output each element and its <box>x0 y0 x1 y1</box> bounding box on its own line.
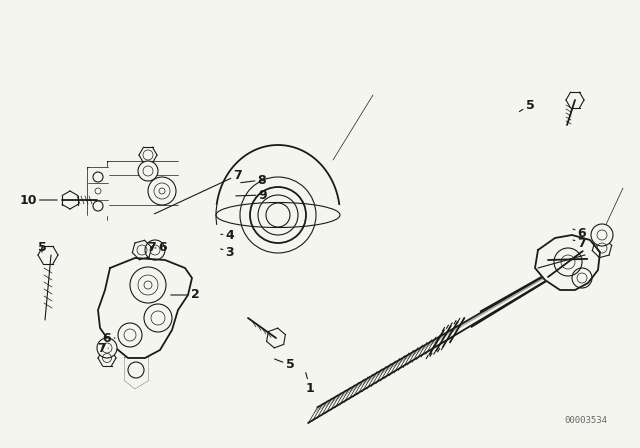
Polygon shape <box>88 168 108 215</box>
Circle shape <box>148 177 176 205</box>
Text: 6: 6 <box>155 241 167 254</box>
Polygon shape <box>125 358 148 388</box>
Text: 9: 9 <box>236 189 268 202</box>
Text: 5: 5 <box>275 358 294 371</box>
Text: 7: 7 <box>97 343 108 356</box>
Text: 7: 7 <box>148 241 156 254</box>
Circle shape <box>97 338 117 358</box>
Polygon shape <box>535 235 600 290</box>
Text: 10: 10 <box>19 194 57 207</box>
Polygon shape <box>108 162 178 220</box>
Text: 6: 6 <box>102 332 115 345</box>
Text: 00003534: 00003534 <box>564 416 607 425</box>
Polygon shape <box>98 258 192 358</box>
Text: 1: 1 <box>306 373 314 395</box>
Text: 7: 7 <box>154 168 243 214</box>
Text: 3: 3 <box>221 246 234 258</box>
Circle shape <box>591 224 613 246</box>
Text: 2: 2 <box>171 289 200 302</box>
Text: 5: 5 <box>520 99 534 112</box>
Text: 5: 5 <box>38 241 46 254</box>
Text: 8: 8 <box>241 173 266 186</box>
Circle shape <box>138 161 158 181</box>
Text: 7: 7 <box>573 237 586 250</box>
Text: 6: 6 <box>573 227 586 240</box>
Text: 4: 4 <box>221 228 234 241</box>
